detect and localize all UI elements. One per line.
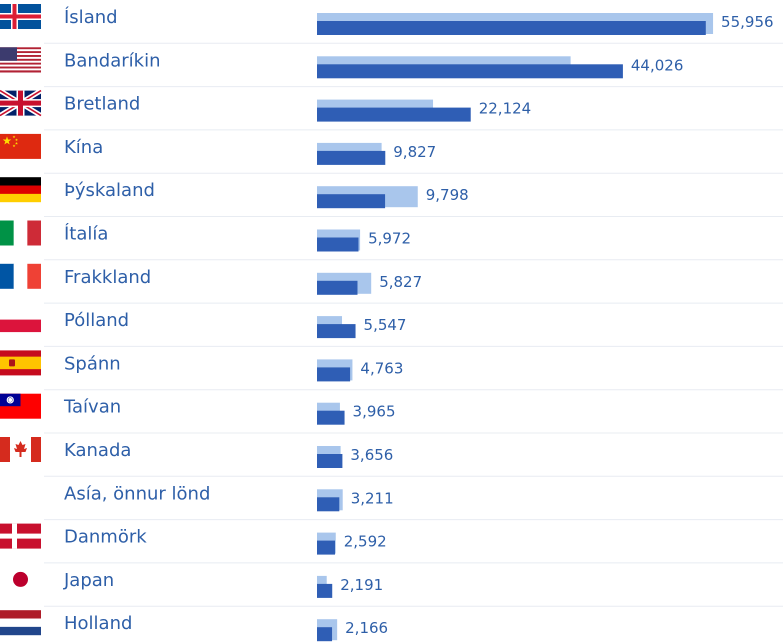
value-label: 2,592 (344, 533, 387, 551)
flag-uk-icon (0, 88, 43, 118)
value-label: 3,656 (350, 446, 393, 464)
country-label: Asía, önnur lönd (64, 483, 210, 504)
country-label: Frakkland (64, 267, 151, 288)
flag-denmark-icon (0, 523, 41, 549)
value-label: 5,827 (379, 273, 422, 291)
country-label: Ítalía (64, 223, 108, 245)
flag-spain-icon (0, 350, 41, 376)
country-label: Kanada (64, 440, 131, 461)
value-label: 3,211 (351, 489, 394, 507)
value-label: 4,763 (360, 359, 403, 377)
bar-primary (317, 64, 623, 79)
bar-primary (317, 150, 386, 165)
value-label: 9,798 (426, 186, 469, 204)
bar-primary (317, 540, 336, 555)
value-label: 9,827 (393, 143, 436, 161)
country-label: Bretland (64, 94, 140, 115)
value-label: 2,166 (345, 619, 388, 637)
bar-primary (317, 237, 359, 252)
flag-italy-icon (0, 220, 41, 246)
country-label: Kína (64, 137, 103, 158)
bar-primary (317, 410, 345, 425)
flag-taiwan-icon (0, 393, 41, 419)
country-label: Taívan (63, 397, 121, 418)
value-label: 22,124 (479, 100, 531, 118)
bar-primary (317, 454, 343, 468)
bar-primary (317, 497, 340, 512)
flag-france-icon (0, 263, 41, 289)
value-label: 5,547 (364, 316, 407, 334)
flag-canada-icon (0, 437, 41, 462)
country-label: Danmörk (64, 527, 147, 548)
flag-china-icon (0, 133, 41, 159)
bar-primary (317, 280, 358, 295)
flag-poland-icon (0, 307, 41, 333)
value-label: 2,191 (340, 576, 383, 594)
value-label: 55,956 (721, 13, 774, 31)
flag-netherlands-icon (0, 610, 41, 636)
flag-japan-icon (0, 566, 41, 592)
country-label: Holland (64, 613, 132, 634)
bar-primary (317, 107, 471, 122)
bar-primary (317, 194, 386, 209)
bar-primary (317, 367, 351, 382)
flag-usa-icon (0, 47, 41, 73)
bar-primary (317, 21, 706, 35)
value-label: 44,026 (631, 56, 684, 74)
flag-iceland-icon (0, 4, 41, 29)
country-label: Japan (63, 570, 114, 591)
bar-primary (317, 627, 333, 642)
value-label: 3,965 (353, 403, 396, 421)
value-label: 5,972 (368, 230, 411, 248)
flag-germany-icon (0, 177, 41, 203)
bar-primary (317, 583, 333, 598)
country-label: Bandaríkin (64, 50, 160, 71)
country-label: Spánn (64, 353, 121, 374)
country-label: Þýskaland (64, 180, 155, 201)
country-label: Ísland (64, 6, 118, 28)
bar-primary (317, 324, 356, 339)
country-label: Pólland (64, 310, 129, 331)
